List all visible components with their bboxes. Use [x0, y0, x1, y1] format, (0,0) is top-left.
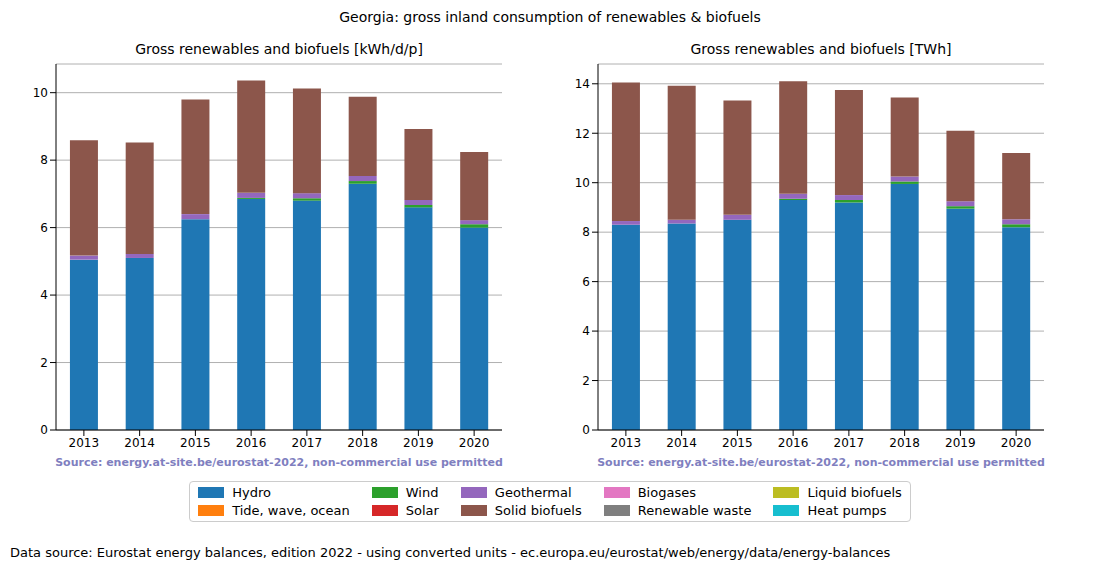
- svg-text:2018: 2018: [347, 436, 378, 450]
- svg-text:8: 8: [582, 225, 590, 239]
- svg-text:4: 4: [582, 324, 590, 338]
- svg-text:2019: 2019: [945, 436, 976, 450]
- svg-text:2018: 2018: [889, 436, 920, 450]
- svg-text:2015: 2015: [180, 436, 211, 450]
- svg-text:2016: 2016: [236, 436, 267, 450]
- html-text:Gross renewables and biofuels: Gross renewables and biofuels [TWh]: [690, 41, 952, 57]
- svg-text:14: 14: [575, 77, 590, 91]
- svg-text:2017: 2017: [834, 436, 865, 450]
- html-text:Liquid biofuels: Liquid biofuels: [807, 485, 902, 500]
- svg-text:2016: 2016: [778, 436, 809, 450]
- html-text:Hydro: Hydro: [232, 485, 271, 500]
- html-text:Gross renewables and biofuels: Gross renewables and biofuels [kWh/d/p]: [135, 41, 423, 57]
- svg-text:2013: 2013: [611, 436, 642, 450]
- html-text:Georgia: gross inland consumpt: Georgia: gross inland consumption of ren…: [339, 9, 761, 25]
- svg-text:10: 10: [33, 86, 48, 100]
- svg-text:2: 2: [40, 356, 48, 370]
- html-text:Data source: Eurostat energy b: Data source: Eurostat energy balances, e…: [10, 545, 891, 560]
- html-text:Tide, wave, ocean: Tide, wave, ocean: [232, 503, 350, 518]
- svg-text:2014: 2014: [666, 436, 697, 450]
- html-text:Heat pumps: Heat pumps: [807, 503, 887, 518]
- html-text:Solid biofuels: Solid biofuels: [494, 503, 582, 518]
- svg-text:2020: 2020: [459, 436, 490, 450]
- svg-text:2013: 2013: [69, 436, 100, 450]
- html-text:Source: energy.at-site.be/euro: Source: energy.at-site.be/eurostat-2022,…: [597, 456, 1045, 469]
- html-text:Renewable waste: Renewable waste: [637, 503, 752, 518]
- html-text:Solar: Solar: [405, 503, 439, 518]
- svg-text:6: 6: [40, 221, 48, 235]
- svg-text:0: 0: [40, 423, 48, 437]
- svg-text:2015: 2015: [722, 436, 753, 450]
- html-text:Biogases: Biogases: [637, 485, 696, 500]
- svg-text:6: 6: [582, 275, 590, 289]
- svg-text:2019: 2019: [403, 436, 434, 450]
- html-text:Wind: Wind: [405, 485, 439, 500]
- svg-text:0: 0: [582, 423, 590, 437]
- svg-text:2014: 2014: [124, 436, 155, 450]
- html-text:Source: energy.at-site.be/euro: Source: energy.at-site.be/eurostat-2022,…: [55, 456, 503, 469]
- svg-text:2: 2: [582, 374, 590, 388]
- svg-text:2017: 2017: [292, 436, 323, 450]
- svg-text:2020: 2020: [1001, 436, 1032, 450]
- svg-text:4: 4: [40, 288, 48, 302]
- html-text:Geothermal: Geothermal: [494, 485, 572, 500]
- svg-text:12: 12: [575, 127, 590, 141]
- svg-text:10: 10: [575, 176, 590, 190]
- svg-text:8: 8: [40, 153, 48, 167]
